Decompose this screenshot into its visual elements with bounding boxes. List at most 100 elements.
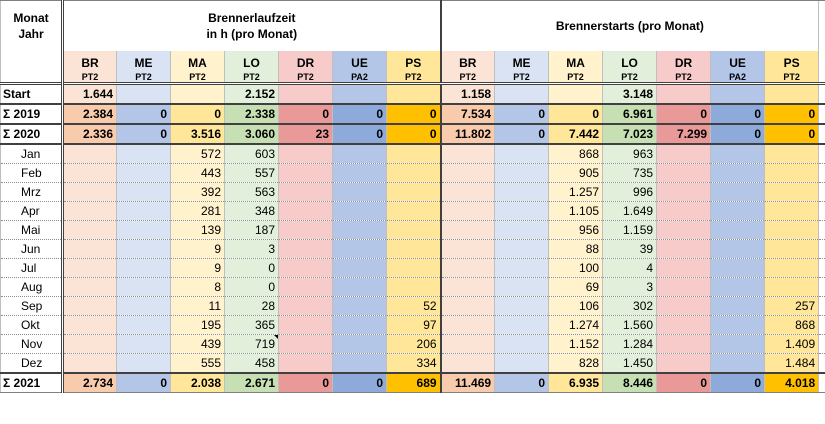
table-cell	[656, 82, 711, 104]
row-label: Start	[0, 82, 64, 104]
gap-cell	[818, 220, 825, 240]
table-cell: 0	[385, 123, 442, 145]
table-cell: 0	[224, 258, 279, 278]
table-cell	[494, 220, 549, 240]
table-cell	[656, 201, 711, 221]
table-cell	[764, 182, 819, 202]
table-cell	[656, 353, 711, 374]
table-cell: 2.384	[62, 103, 117, 125]
table-cell	[278, 144, 333, 164]
table-cell	[494, 277, 549, 297]
table-cell	[494, 182, 549, 202]
table-cell: 195	[170, 315, 225, 335]
row-label: Σ 2021	[0, 372, 64, 393]
row-label: Sep	[0, 296, 64, 316]
table-cell	[332, 353, 387, 374]
table-cell	[62, 334, 117, 354]
table-cell	[116, 296, 171, 316]
gap-cell	[818, 103, 825, 125]
row-label: Mrz	[0, 182, 64, 202]
table-cell	[332, 182, 387, 202]
table-cell	[440, 334, 495, 354]
table-cell	[440, 220, 495, 240]
gap-cell	[818, 123, 825, 145]
table-cell: 719	[224, 334, 279, 354]
table-cell	[278, 296, 333, 316]
row-label: Dez	[0, 353, 64, 374]
table-cell: 28	[224, 296, 279, 316]
table-cell	[116, 82, 171, 104]
table-cell: 6.961	[602, 103, 657, 125]
table-row: Σ 2021 2.734 0 2.038 2.671 0 0 689 11.469 0 6.935 8…	[0, 372, 825, 393]
column-code-lo: LO	[602, 51, 657, 71]
table-row: Mai 139 187 956 1.159	[0, 220, 825, 240]
table-row: Apr 281 348 1.105 1.649	[0, 201, 825, 221]
column-code-me: ME	[494, 51, 549, 71]
table-cell: 302	[602, 296, 657, 316]
table-cell	[656, 182, 711, 202]
table-cell	[332, 296, 387, 316]
table-cell: 0	[224, 277, 279, 297]
table-cell	[62, 239, 117, 259]
table-cell: 257	[764, 296, 819, 316]
table-cell: 88	[548, 239, 603, 259]
column-subcode-ma: PT2	[170, 71, 225, 85]
table-cell	[710, 315, 765, 335]
gap-cell	[818, 144, 825, 164]
table-cell	[332, 258, 387, 278]
table-cell: 996	[602, 182, 657, 202]
table-cell: 4.018	[764, 372, 819, 393]
year-header-label: Jahr	[18, 27, 44, 41]
table-cell	[710, 277, 765, 297]
row-label: Jun	[0, 239, 64, 259]
gap-cell	[818, 163, 825, 183]
table-cell	[62, 258, 117, 278]
table-cell	[116, 239, 171, 259]
starts-title: Brennerstarts (pro Monat)	[555, 19, 704, 33]
table-cell: 0	[764, 103, 819, 125]
table-cell	[764, 277, 819, 297]
table-cell	[385, 258, 442, 278]
table-cell: 1.158	[440, 82, 495, 104]
table-cell	[62, 277, 117, 297]
table-cell	[440, 258, 495, 278]
table-row: Mrz 392 563 1.257 996	[0, 182, 825, 202]
table-cell: 0	[278, 372, 333, 393]
table-row: Σ 2019 2.384 0 0 2.338 0 0 0 7.534 0 0 6.961 0 0 0	[0, 103, 825, 125]
column-code-ma: MA	[170, 51, 225, 71]
table-cell: 0	[710, 123, 765, 145]
table-cell: 828	[548, 353, 603, 374]
table-cell: 1.152	[548, 334, 603, 354]
table-cell	[332, 277, 387, 297]
table-cell: 439	[170, 334, 225, 354]
table-cell	[764, 201, 819, 221]
table-cell: 1.409	[764, 334, 819, 354]
table-cell	[278, 201, 333, 221]
table-cell: 39	[602, 239, 657, 259]
table-cell	[494, 334, 549, 354]
column-code-ps: PS	[764, 51, 819, 71]
table-cell	[494, 315, 549, 335]
column-subcode-lo: PT2	[602, 71, 657, 85]
gap-cell	[818, 71, 825, 85]
table-cell	[440, 315, 495, 335]
table-cell	[764, 82, 819, 104]
table-cell	[440, 277, 495, 297]
gap-cell	[818, 258, 825, 278]
gap-cell	[818, 51, 825, 71]
table-cell	[385, 239, 442, 259]
table-cell	[710, 334, 765, 354]
gap-cell	[818, 296, 825, 316]
table-cell	[278, 277, 333, 297]
table-cell: 1.284	[602, 334, 657, 354]
table-cell: 2.671	[224, 372, 279, 393]
table-cell	[710, 353, 765, 374]
table-cell: 97	[385, 315, 442, 335]
table-cell	[764, 239, 819, 259]
column-code-br: BR	[62, 51, 117, 71]
table-cell	[278, 239, 333, 259]
table-cell	[385, 201, 442, 221]
column-code-ue: UE	[710, 51, 765, 71]
starts-group-header: Brennerstarts (pro Monat)	[440, 0, 819, 51]
table-cell	[278, 258, 333, 278]
